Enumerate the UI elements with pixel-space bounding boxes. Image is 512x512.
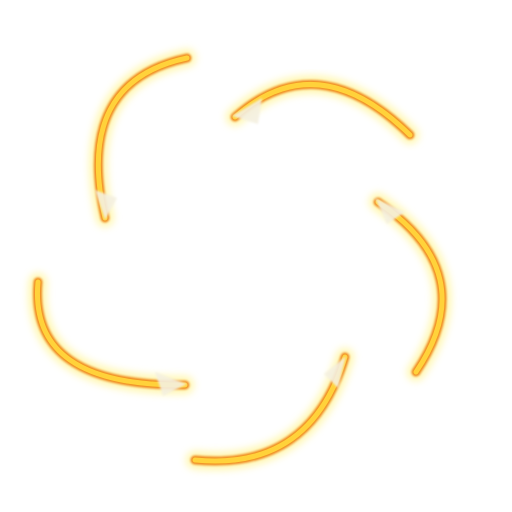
dragon	[186, 348, 354, 470]
dragon	[226, 75, 419, 144]
dragon	[28, 273, 194, 396]
dragon	[89, 49, 196, 227]
dragon	[369, 193, 452, 381]
